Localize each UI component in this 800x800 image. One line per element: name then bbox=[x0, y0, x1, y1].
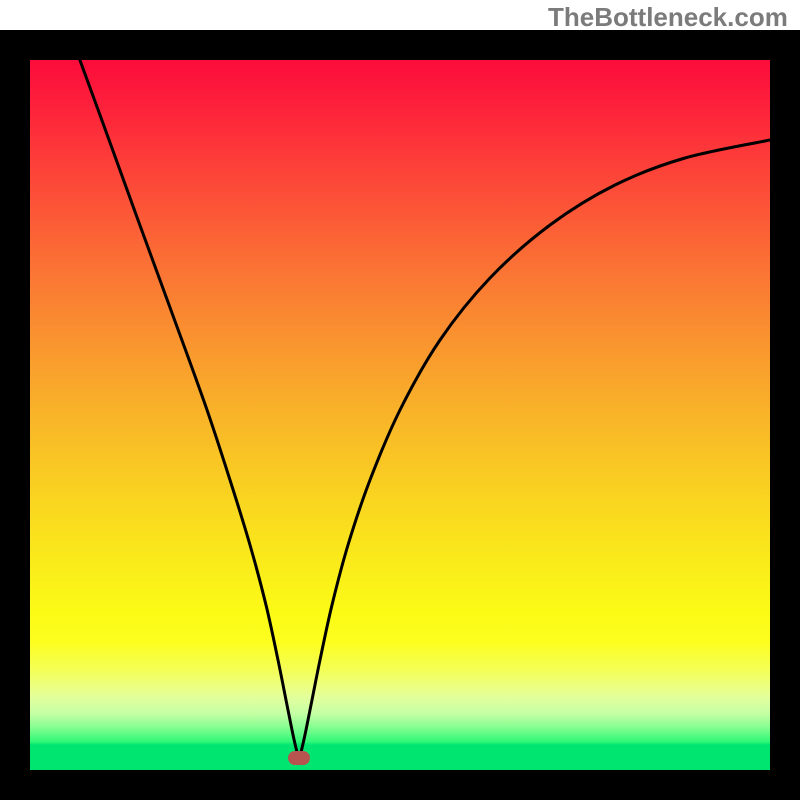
bottleneck-curve bbox=[70, 33, 770, 758]
curve-layer bbox=[0, 0, 800, 800]
trough-marker bbox=[288, 751, 310, 765]
chart-container: TheBottleneck.com bbox=[0, 0, 800, 800]
